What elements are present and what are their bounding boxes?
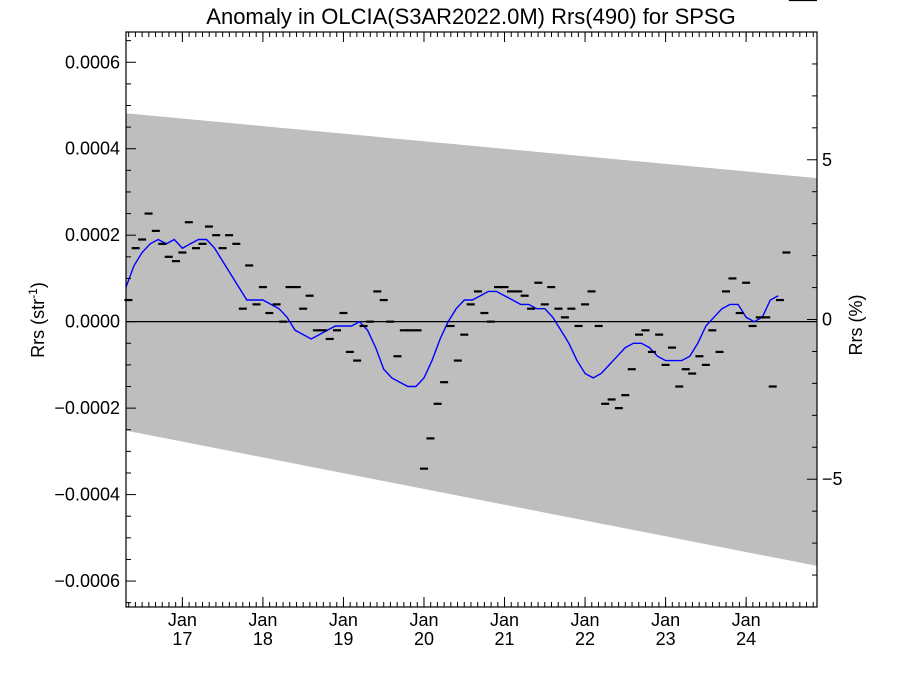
x-tick-year: 20 <box>414 629 434 649</box>
y-right-tick-label: 0 <box>822 310 832 330</box>
x-tick-month: Jan <box>651 610 680 630</box>
x-tick-year: 23 <box>656 629 676 649</box>
x-tick-year: 18 <box>253 629 273 649</box>
x-tick-month: Jan <box>168 610 197 630</box>
x-tick-month: Jan <box>409 610 438 630</box>
y-axis-label-text: Rrs (str <box>28 299 48 358</box>
y-tick-label: 0.0006 <box>65 52 120 72</box>
x-tick-year: 22 <box>575 629 595 649</box>
uncertainty-band <box>126 113 817 566</box>
x-tick-month: Jan <box>490 610 519 630</box>
x-tick-month: Jan <box>329 610 358 630</box>
x-tick-year: 24 <box>736 629 756 649</box>
y-axis-label-close: ) <box>28 282 48 288</box>
y-axis-label: Rrs (str-1) <box>26 282 48 358</box>
y-tick-label: 0.0004 <box>65 139 120 159</box>
x-tick-year: 17 <box>172 629 192 649</box>
y-right-tick-label: 5 <box>822 150 832 170</box>
y-right-axis-label: Rrs (%) <box>846 295 866 356</box>
y-tick-label: −0.0006 <box>54 571 120 591</box>
y-tick-label: −0.0004 <box>54 485 120 505</box>
y-tick-label: 0.0000 <box>65 312 120 332</box>
y-right-tick-label: −5 <box>822 469 843 489</box>
x-tick-month: Jan <box>732 610 761 630</box>
x-tick-year: 19 <box>333 629 353 649</box>
y-axis-label-superscript: -1 <box>26 288 40 299</box>
chart-title: Anomaly in OLCIA(S3AR2022.0M) Rrs(490) f… <box>206 4 735 29</box>
x-tick-month: Jan <box>571 610 600 630</box>
x-tick-year: 21 <box>495 629 515 649</box>
y-tick-label: −0.0002 <box>54 398 120 418</box>
smoothed-anomaly-line <box>125 238 779 388</box>
x-tick-month: Jan <box>248 610 277 630</box>
y-tick-label: 0.0002 <box>65 225 120 245</box>
